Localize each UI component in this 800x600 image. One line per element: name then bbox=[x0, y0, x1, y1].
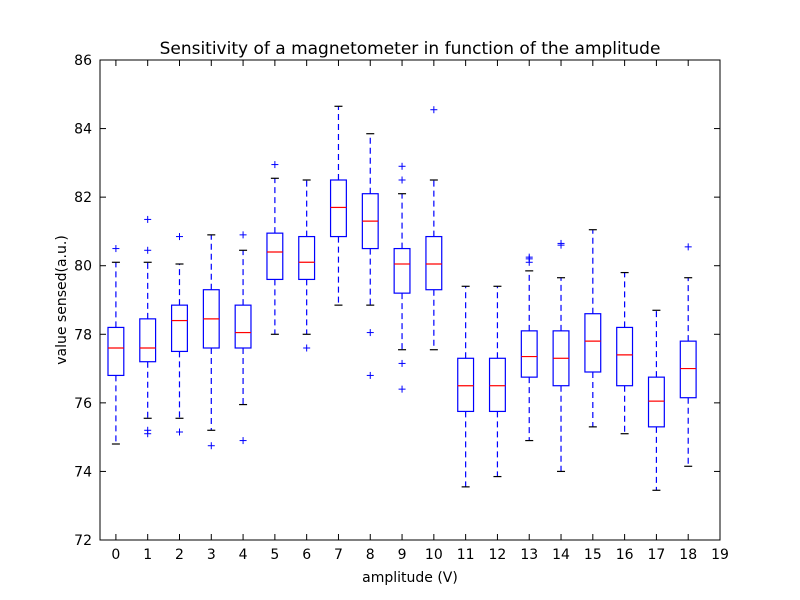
box-iqr bbox=[393, 247, 411, 294]
box-iqr bbox=[234, 304, 252, 349]
flier-point bbox=[557, 239, 565, 247]
flier-point bbox=[398, 359, 406, 367]
box-iqr bbox=[107, 326, 125, 377]
flier-point bbox=[366, 371, 374, 379]
box-group-11 bbox=[457, 285, 475, 488]
box-iqr bbox=[329, 179, 347, 238]
y-tick-label: 82 bbox=[74, 190, 92, 206]
box-group-16 bbox=[616, 271, 634, 435]
x-tick-label: 0 bbox=[111, 547, 120, 563]
x-axis: 0 1 2 3 4 5 6 7 8 9 10 11 12 13 14 15 16 17 18 19 bbox=[111, 60, 729, 563]
box-iqr bbox=[425, 235, 443, 291]
box-iqr bbox=[139, 318, 157, 363]
box-group-7 bbox=[329, 105, 347, 306]
box-group-1 bbox=[139, 215, 157, 438]
flier-point bbox=[684, 243, 692, 251]
box-group-9 bbox=[393, 162, 411, 393]
flier-point bbox=[144, 430, 152, 438]
y-tick-label: 72 bbox=[74, 533, 92, 549]
box-group-18 bbox=[679, 243, 697, 467]
flier-point bbox=[144, 246, 152, 254]
x-tick-label: 10 bbox=[425, 547, 443, 563]
box-group-13 bbox=[520, 253, 538, 442]
x-tick-label: 8 bbox=[366, 547, 375, 563]
chart-title: Sensitivity of a magnetometer in functio… bbox=[160, 39, 661, 59]
x-tick-label: 9 bbox=[398, 547, 407, 563]
x-tick-label: 1 bbox=[143, 547, 152, 563]
x-tick-label: 12 bbox=[489, 547, 507, 563]
box-group-8 bbox=[361, 133, 379, 379]
box-iqr bbox=[266, 232, 284, 281]
box-group-17 bbox=[647, 309, 665, 491]
plot-area bbox=[107, 105, 697, 491]
box-group-5 bbox=[266, 161, 284, 335]
box-iqr bbox=[616, 326, 634, 387]
x-tick-label: 5 bbox=[270, 547, 279, 563]
box-group-12 bbox=[488, 285, 506, 478]
box-iqr bbox=[488, 357, 506, 413]
box-iqr bbox=[170, 304, 188, 353]
flier-point bbox=[398, 385, 406, 393]
flier-point bbox=[144, 215, 152, 223]
box-iqr bbox=[679, 340, 697, 399]
x-tick-label: 11 bbox=[457, 547, 475, 563]
x-tick-label: 15 bbox=[584, 547, 602, 563]
box-iqr bbox=[298, 235, 316, 281]
x-tick-label: 13 bbox=[520, 547, 538, 563]
flier-point bbox=[239, 231, 247, 239]
box-group-4 bbox=[234, 231, 252, 445]
box-iqr bbox=[457, 357, 475, 413]
box-group-14 bbox=[552, 239, 570, 473]
box-iqr bbox=[584, 313, 602, 373]
box-group-15 bbox=[584, 229, 602, 428]
x-tick-label: 4 bbox=[239, 547, 248, 563]
x-tick-label: 16 bbox=[616, 547, 634, 563]
box-group-0 bbox=[107, 245, 125, 445]
box-group-6 bbox=[298, 179, 316, 352]
y-tick-label: 76 bbox=[74, 396, 92, 412]
y-tick-label: 86 bbox=[74, 53, 92, 69]
box-group-10 bbox=[425, 106, 443, 351]
box-group-2 bbox=[170, 233, 188, 436]
flier-point bbox=[525, 253, 533, 261]
flier-point bbox=[398, 176, 406, 184]
x-tick-label: 7 bbox=[334, 547, 343, 563]
y-tick-label: 74 bbox=[74, 464, 92, 480]
x-tick-label: 14 bbox=[552, 547, 570, 563]
y-axis: 72 74 76 78 80 82 84 86 bbox=[74, 53, 720, 549]
flier-point bbox=[398, 162, 406, 170]
flier-point bbox=[366, 329, 374, 337]
x-axis-label: amplitude (V) bbox=[362, 570, 458, 586]
flier-point bbox=[175, 428, 183, 436]
flier-point bbox=[303, 344, 311, 352]
box-iqr bbox=[520, 330, 538, 378]
y-tick-label: 84 bbox=[74, 122, 92, 138]
plot-frame bbox=[99, 59, 721, 541]
box-group-3 bbox=[202, 234, 220, 450]
flier-point bbox=[239, 437, 247, 445]
x-tick-label: 2 bbox=[175, 547, 184, 563]
y-axis-label: value sensed(a.u.) bbox=[54, 235, 70, 365]
x-tick-label: 6 bbox=[302, 547, 311, 563]
x-tick-label: 18 bbox=[679, 547, 697, 563]
flier-point bbox=[430, 106, 438, 114]
x-tick-label: 19 bbox=[711, 547, 729, 563]
flier-point bbox=[175, 233, 183, 241]
y-tick-label: 80 bbox=[74, 259, 92, 275]
y-tick-label: 78 bbox=[74, 327, 92, 343]
flier-point bbox=[207, 442, 215, 450]
box-iqr bbox=[647, 376, 665, 428]
x-tick-label: 17 bbox=[647, 547, 665, 563]
flier-point bbox=[271, 161, 279, 169]
flier-point bbox=[112, 245, 120, 253]
x-tick-label: 3 bbox=[207, 547, 216, 563]
